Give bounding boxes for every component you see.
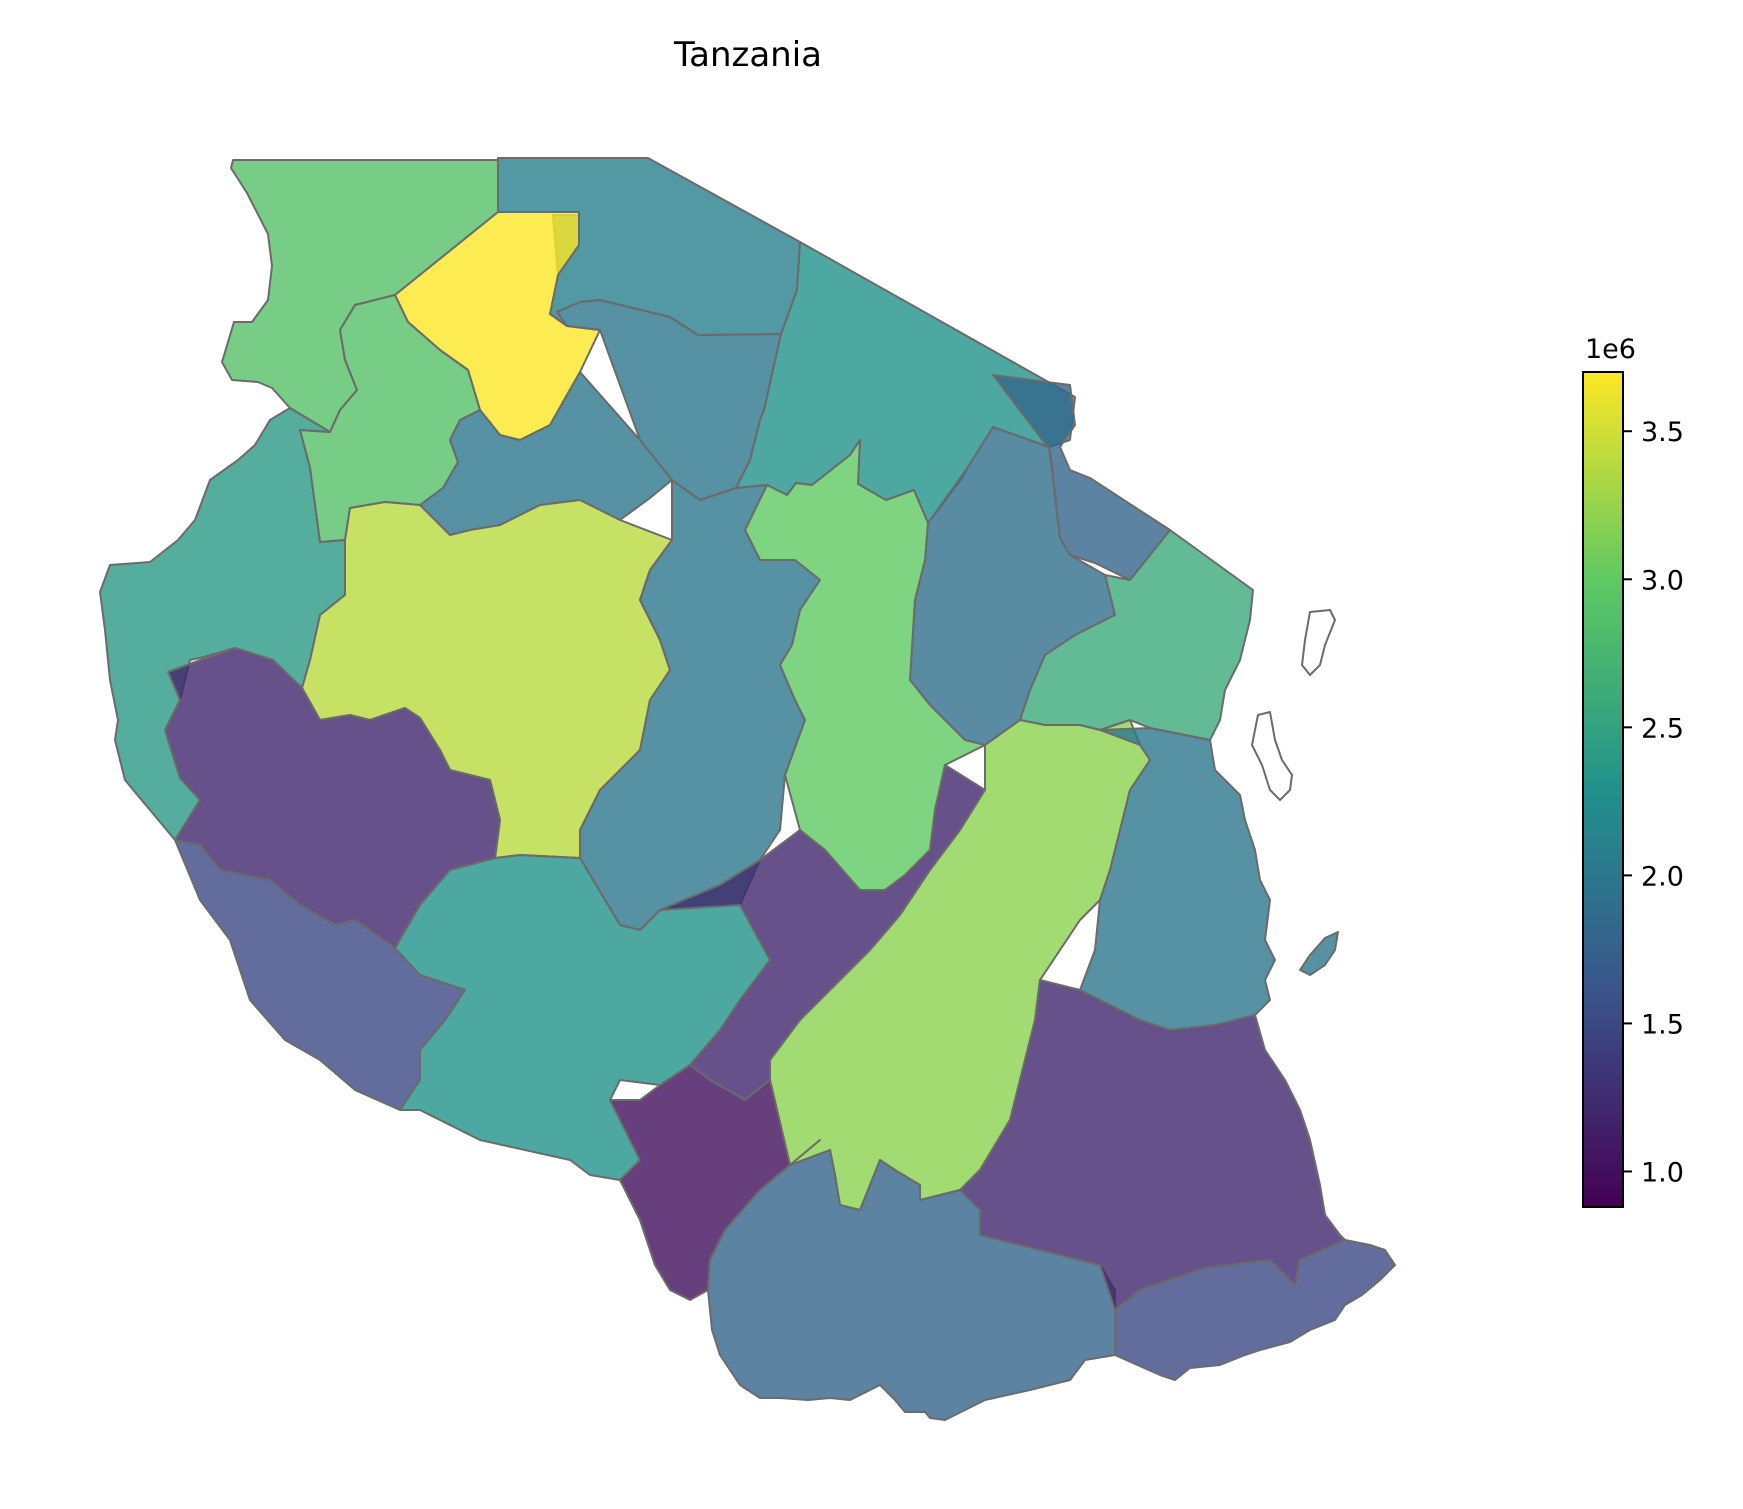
region-mtwara[interactable] bbox=[1114, 1239, 1396, 1381]
region-unguja-island[interactable] bbox=[1251, 711, 1293, 801]
colorbar-tick-label: 3.5 bbox=[1641, 417, 1684, 448]
region-ruvuma[interactable] bbox=[707, 1149, 1116, 1421]
colorbar: 1e6 1.0 1.5 2.0 2.5 3.0 3.5 bbox=[1582, 334, 1684, 1208]
colorbar-tick-label: 2.5 bbox=[1641, 713, 1684, 744]
colorbar-tick-label: 1.5 bbox=[1641, 1009, 1684, 1040]
tanzania-map bbox=[99, 157, 1396, 1421]
colorbar-tick-label: 1.0 bbox=[1641, 1157, 1684, 1188]
region-mbeya[interactable] bbox=[394, 854, 771, 1181]
colorbar-tick-label: 2.0 bbox=[1641, 861, 1684, 892]
map-title: Tanzania bbox=[673, 35, 822, 75]
colorbar-ticks: 1.0 1.5 2.0 2.5 3.0 3.5 bbox=[1623, 417, 1684, 1188]
region-mafia-island[interactable] bbox=[1299, 931, 1339, 976]
region-pemba-island[interactable] bbox=[1301, 609, 1336, 676]
region-simiyu[interactable] bbox=[556, 299, 782, 501]
colorbar-exponent-label: 1e6 bbox=[1585, 334, 1636, 365]
colorbar-tick-label: 3.0 bbox=[1641, 565, 1684, 596]
colorbar-gradient bbox=[1582, 371, 1624, 1208]
